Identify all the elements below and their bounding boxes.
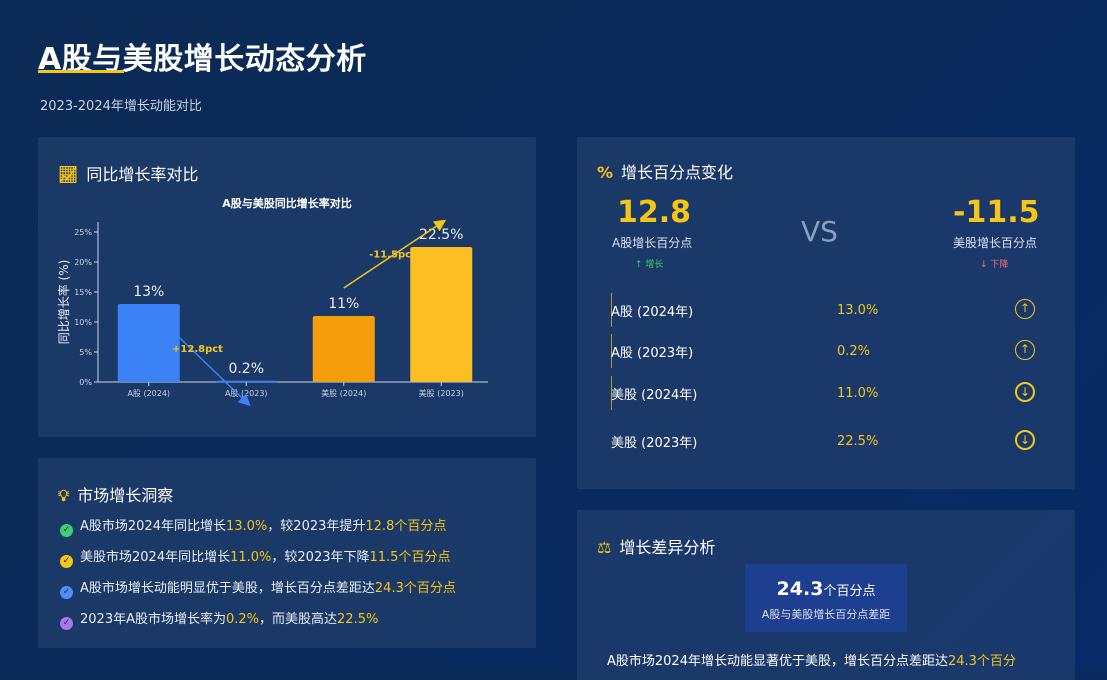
arrow-up-circle-icon: ↑ xyxy=(1015,340,1035,360)
percent-icon: % xyxy=(597,163,614,182)
y-tick-label: 5% xyxy=(79,348,92,357)
check-circle-icon: ✓ xyxy=(60,555,73,568)
chart-panel-title: 📈︎ 同比增长率对比 xyxy=(58,161,198,185)
insight-text: A股市场增长动能明显优于美股，增长百分点差距达 xyxy=(80,581,375,596)
growth-bar-chart: A股与美股同比增长率对比 同比增长率 (%) 0% 5% 10% 15% 20% 25% 1… xyxy=(56,196,488,407)
diff-number: 24.3 xyxy=(776,578,824,600)
scale-icon: ⚖︎ xyxy=(597,538,612,557)
row-value: 0.2% xyxy=(837,344,871,359)
us-stock-trend: ↓ 下降 xyxy=(980,260,1009,270)
insight-text: 美股市场2024年同比增长 xyxy=(80,550,231,565)
row-value: 22.5% xyxy=(837,434,879,449)
bar xyxy=(117,304,180,382)
bar-value-label: 22.5% xyxy=(419,227,463,243)
diff-summary-text: A股市场2024年增长动能显著优于美股，增长百分点差距达 xyxy=(607,654,948,669)
row-label: A股 (2024年) xyxy=(611,305,694,320)
insight-highlight: 22.5% xyxy=(337,612,379,627)
check-circle-icon: ✓ xyxy=(60,586,73,599)
change-panel-title: % 增长百分点变化 xyxy=(597,159,733,183)
insight-text: 2023年A股市场增长率为 xyxy=(80,612,226,627)
insight-item: ✓ 2023年A股市场增长率为0.2%，而美股高达22.5% xyxy=(60,608,378,630)
y-tick-label: 10% xyxy=(74,318,92,327)
insight-highlight: 12.8个百分点 xyxy=(365,519,447,534)
y-tick-label: 15% xyxy=(74,288,92,297)
lightbulb-icon: 💡︎ xyxy=(58,486,70,505)
arrow-down-circle-icon: ↓ xyxy=(1015,430,1035,450)
y-tick-label: 25% xyxy=(74,228,92,237)
x-tick-label: A股 (2024) xyxy=(127,389,170,398)
chart-panel: 📈︎ 同比增长率对比 A股与美股同比增长率对比 同比增长率 (%) 0% 5% 10%… xyxy=(38,137,536,437)
bar xyxy=(410,247,473,382)
diff-highlight-box: 24.3个百分点 A股与美股增长百分点差距 xyxy=(745,564,907,632)
change-row: 美股 (2024年) 11.0% ↓ xyxy=(611,376,1075,410)
row-value: 11.0% xyxy=(837,386,879,401)
diff-panel-title-text: 增长差异分析 xyxy=(619,538,716,557)
a-share-change-label: A股增长百分点 xyxy=(612,236,693,250)
insight-text: ，而美股高达 xyxy=(259,612,338,627)
insight-panel-title: 💡︎ 市场增长洞察 xyxy=(58,482,173,506)
diff-panel-title: ⚖︎ 增长差异分析 xyxy=(597,534,715,558)
vs-label: VS xyxy=(801,215,838,248)
insight-panel: 💡︎ 市场增长洞察 ✓ A股市场2024年同比增长13.0%，较2023年提升12.… xyxy=(38,458,536,648)
row-value: 13.0% xyxy=(837,303,879,318)
insight-item: ✓ A股市场增长动能明显优于美股，增长百分点差距达24.3个百分点 xyxy=(60,577,456,599)
row-label: A股 (2023年) xyxy=(611,346,694,361)
bar-value-label: 0.2% xyxy=(228,361,264,377)
x-tick-label: 美股 (2024) xyxy=(321,388,366,398)
row-label: 美股 (2023年) xyxy=(611,436,698,451)
insight-highlight: 24.3个百分点 xyxy=(374,581,456,596)
diff-value: 24.3个百分点 xyxy=(745,578,907,600)
bar xyxy=(312,316,375,382)
annotation-label: +12.8pct xyxy=(172,344,223,355)
us-stock-change-label: 美股增长百分点 xyxy=(953,236,1038,250)
check-circle-icon: ✓ xyxy=(60,524,73,537)
change-row: 美股 (2023年) 22.5% ↓ xyxy=(611,426,1075,456)
row-accent xyxy=(611,334,612,368)
bar-value-label: 11% xyxy=(328,296,359,312)
diff-summary-highlight: 24.3个百分 xyxy=(947,654,1016,669)
change-row: A股 (2023年) 0.2% ↑ xyxy=(611,334,1075,368)
row-label: 美股 (2024年) xyxy=(611,388,698,403)
insight-highlight: 0.2% xyxy=(225,612,260,627)
change-row: A股 (2024年) 13.0% ↑ xyxy=(611,293,1075,327)
y-tick-label: 20% xyxy=(74,258,92,267)
chart-ylabel: 同比增长率 (%) xyxy=(56,260,71,345)
chart-title: A股与美股同比增长率对比 xyxy=(222,196,352,210)
x-tick-label: A股 (2023) xyxy=(225,389,268,398)
insight-text: ，较2023年提升 xyxy=(267,519,366,534)
row-accent xyxy=(611,293,612,327)
annotation-arrow xyxy=(148,307,251,407)
insight-item: ✓ 美股市场2024年同比增长11.0%，较2023年下降11.5个百分点 xyxy=(60,546,450,568)
a-share-trend: ↑ 增长 xyxy=(635,260,664,270)
chart-panel-title-text: 同比增长率对比 xyxy=(86,165,199,184)
row-accent xyxy=(611,376,612,410)
title-underline xyxy=(38,70,124,73)
diff-caption: A股与美股增长百分点差距 xyxy=(761,608,891,621)
change-panel-title-text: 增长百分点变化 xyxy=(621,163,734,182)
change-panel: % 增长百分点变化 12.8 A股增长百分点 ↑ 增长 VS -11.5 美股增长… xyxy=(577,137,1075,489)
x-tick-label: 美股 (2023) xyxy=(419,388,464,398)
a-share-change-value: 12.8 xyxy=(617,195,692,230)
arrow-up-circle-icon: ↑ xyxy=(1015,299,1035,319)
us-stock-change-value: -11.5 xyxy=(953,195,1040,230)
insight-highlight: 11.5个百分点 xyxy=(369,550,451,565)
page-subtitle: 2023-2024年增长动能对比 xyxy=(40,99,202,114)
insight-panel-title-text: 市场增长洞察 xyxy=(77,486,174,505)
insight-text: ，较2023年下降 xyxy=(271,550,370,565)
insight-item: ✓ A股市场2024年同比增长13.0%，较2023年提升12.8个百分点 xyxy=(60,515,446,537)
diff-unit: 个百分点 xyxy=(823,584,876,599)
insight-highlight: 11.0% xyxy=(230,550,272,565)
bar xyxy=(215,380,278,383)
annotation-arrow xyxy=(343,219,447,289)
annotation-label: -11.5pct xyxy=(369,250,416,261)
diff-panel: ⚖︎ 增长差异分析 24.3个百分点 A股与美股增长百分点差距 A股市场2024年… xyxy=(577,510,1075,680)
arrow-down-circle-icon: ↓ xyxy=(1015,382,1035,402)
bar-value-label: 13% xyxy=(133,284,164,300)
insight-highlight: 13.0% xyxy=(225,519,268,534)
line-chart-icon: 📈︎ xyxy=(58,165,79,184)
insight-text: A股市场2024年同比增长 xyxy=(80,519,226,534)
diff-summary: A股市场2024年增长动能显著优于美股，增长百分点差距达24.3个百分 xyxy=(607,650,1016,669)
check-circle-icon: ✓ xyxy=(60,617,73,630)
y-tick-label: 0% xyxy=(79,378,92,387)
